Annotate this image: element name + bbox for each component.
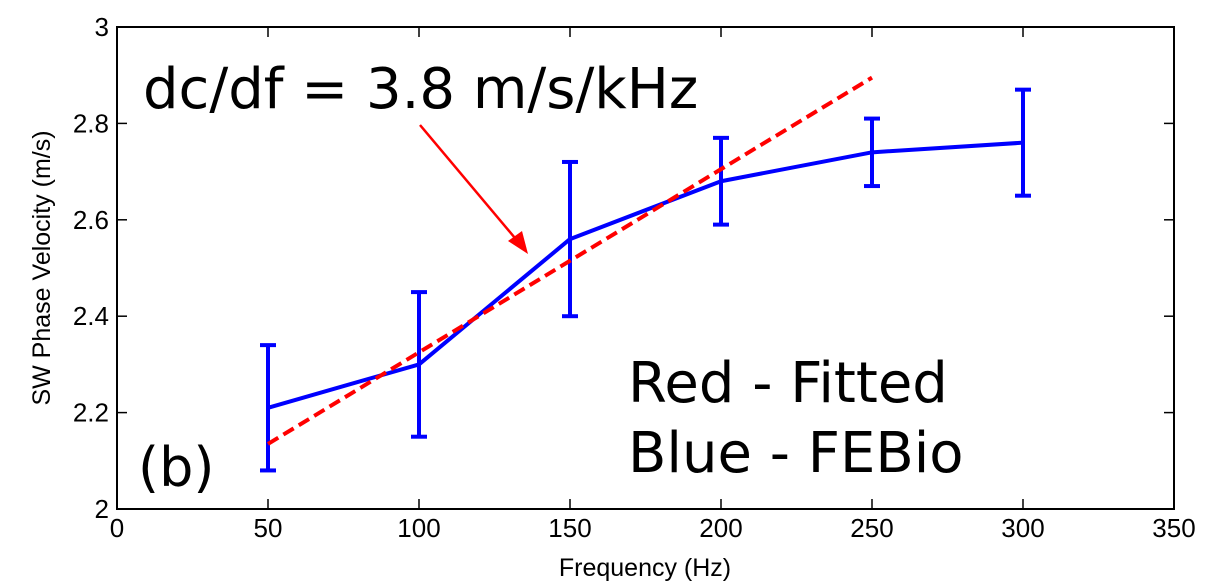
plot-frame — [116, 26, 1175, 510]
x-tick-label: 200 — [699, 513, 742, 543]
legend-fitted: Red - Fitted — [628, 351, 948, 416]
x-tick-label: 250 — [850, 513, 893, 543]
x-tick-label: 100 — [397, 513, 440, 543]
y-tick-label: 2.6 — [73, 205, 109, 235]
x-tick-label: 300 — [1001, 513, 1044, 543]
y-tick-label: 2.2 — [73, 398, 109, 428]
y-axis-label: SW Phase Velocity (m/s) — [28, 130, 56, 405]
x-axis-label: Frequency (Hz) — [559, 554, 731, 582]
y-tick-label: 2.8 — [73, 108, 109, 138]
x-tick-label: 50 — [254, 513, 283, 543]
slope-annotation: dc/df = 3.8 m/s/kHz — [143, 57, 698, 122]
y-tick-label: 3 — [95, 12, 109, 42]
annotation-arrow — [419, 124, 528, 254]
panel-label: (b) — [138, 436, 214, 499]
legend-febio: Blue - FEBio — [628, 421, 964, 486]
series-line-fitted — [266, 75, 874, 446]
x-tick-label: 350 — [1152, 513, 1195, 543]
series-line-febio — [267, 140, 1024, 410]
y-tick-label: 2 — [95, 494, 109, 524]
y-tick-label: 2.4 — [73, 301, 109, 331]
x-tick-label: 150 — [548, 513, 591, 543]
arrow-head — [508, 231, 528, 254]
x-tick-label: 0 — [110, 513, 124, 543]
arrow-shaft — [419, 124, 521, 245]
